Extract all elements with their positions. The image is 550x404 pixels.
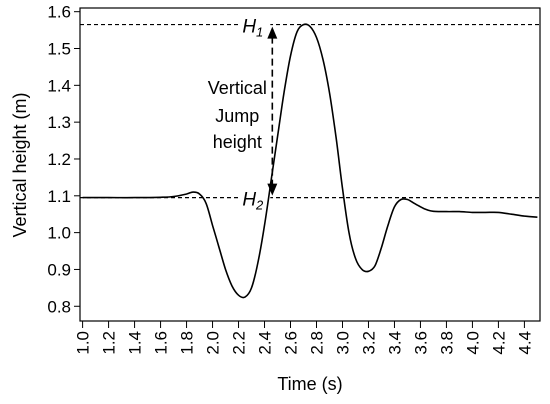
reference-label-h2: H2 [242, 190, 264, 213]
y-tick-label: 0.9 [47, 260, 71, 279]
arrow-up-icon [267, 26, 278, 39]
y-tick-label: 1.1 [47, 187, 71, 206]
x-tick-label: 1.8 [178, 331, 197, 355]
reference-lines: H1 H2 [80, 11, 540, 213]
jump-height-annotation-line: Vertical [208, 78, 267, 98]
x-tick-label: 1.2 [100, 331, 119, 355]
x-tick-label: 4.2 [489, 331, 508, 355]
y-tick-label: 1.6 [47, 3, 71, 22]
vertical-height-series-line [82, 23, 538, 299]
reference-label-backdrop [238, 11, 271, 38]
x-tick-label: 2.0 [204, 331, 223, 355]
y-tick-label: 1.5 [47, 40, 71, 59]
reference-label-backdrop [238, 184, 271, 211]
y-axis-title: Vertical height (m) [10, 92, 30, 237]
x-tick-label: 2.6 [282, 331, 301, 355]
x-axis-title: Time (s) [277, 374, 342, 394]
reference-label-h1: H1 [242, 17, 263, 40]
y-tick-label: 0.8 [47, 297, 71, 316]
y-tick-label: 1.4 [47, 76, 71, 95]
y-tick-label: 1.3 [47, 113, 71, 132]
x-tick-label: 3.0 [333, 331, 352, 355]
x-tick-label: 3.2 [359, 331, 378, 355]
x-tick-label: 1.4 [126, 331, 145, 355]
x-axis-ticks: 1.0 1.2 1.4 1.6 1.8 2.0 2.2 2.4 2.6 2.8 3.0 3.2 3.4 3… [74, 321, 534, 355]
x-tick-label: 4.4 [515, 331, 534, 355]
y-tick-label: 1.2 [47, 150, 71, 169]
plot-frame [79, 7, 541, 322]
y-axis-ticks: 0.8 0.9 1.0 1.1 1.2 1.3 1.4 1.5 1.6 [47, 3, 80, 316]
y-tick-label: 1.0 [47, 224, 71, 243]
jump-height-annotation-line: Jump [215, 106, 259, 126]
x-tick-label: 2.2 [230, 331, 249, 355]
x-tick-label: 1.6 [152, 331, 171, 355]
x-tick-label: 1.0 [74, 331, 93, 355]
x-tick-label: 3.6 [411, 331, 430, 355]
x-tick-label: 2.8 [307, 331, 326, 355]
jump-height-annotation: Vertical Jump height [208, 26, 278, 196]
x-tick-label: 3.8 [437, 331, 456, 355]
x-tick-label: 3.4 [385, 331, 404, 355]
arrow-down-icon [267, 183, 278, 196]
jump-height-annotation-line: height [213, 132, 262, 152]
x-tick-label: 4.0 [463, 331, 482, 355]
x-tick-label: 2.4 [256, 331, 275, 355]
